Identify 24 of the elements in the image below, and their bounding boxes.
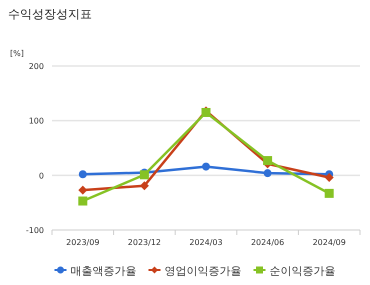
point <box>140 170 149 180</box>
legend-label: 순이익증가율 <box>270 264 336 278</box>
point <box>264 169 272 178</box>
point <box>324 188 334 198</box>
y-tick-label: 100 <box>28 116 44 126</box>
point <box>78 186 88 195</box>
x-tick-label: 2023/09 <box>66 238 100 247</box>
x-tick-label: 2024/03 <box>189 238 223 247</box>
chart-title: 수익성장성지표 <box>8 7 92 21</box>
y-axis-title: [%] <box>10 49 24 58</box>
legend-label: 매출액증가율 <box>70 264 136 278</box>
point <box>78 196 88 206</box>
x-tick-label: 2023/12 <box>128 238 162 247</box>
y-tick-label: 0 <box>38 171 44 180</box>
point <box>263 156 272 166</box>
point <box>324 173 334 182</box>
y-tick-label: 200 <box>28 62 44 71</box>
point <box>140 181 149 190</box>
point <box>78 170 87 178</box>
y-tick-label: -100 <box>26 226 44 235</box>
x-tick-label: 2024/09 <box>312 238 346 247</box>
x-tick-label: 2024/06 <box>250 238 284 247</box>
legend-label: 영업이익증가율 <box>164 264 242 278</box>
point <box>202 162 210 171</box>
